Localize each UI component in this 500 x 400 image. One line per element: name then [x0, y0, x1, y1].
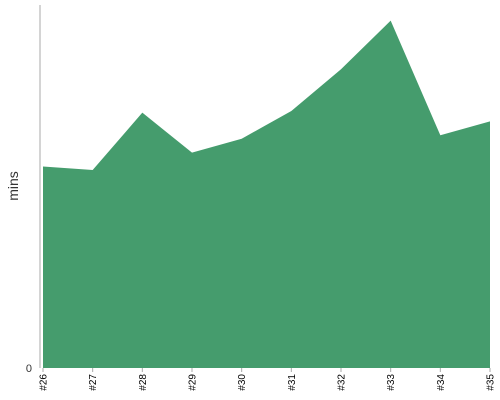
x-tick-label: #27 [88, 374, 99, 391]
x-tick-label: #29 [188, 374, 199, 391]
x-tick-label: #35 [486, 374, 497, 391]
x-tick-label: #33 [386, 374, 397, 391]
y-axis-title: mins [5, 171, 21, 201]
x-tick-label: #32 [337, 374, 348, 391]
x-tick-label: #34 [436, 374, 447, 391]
x-tick-label: #26 [39, 374, 50, 391]
y-axis-ticks: 0 [26, 363, 32, 375]
x-axis-ticks: #26 #27 #28 #29 #30 #31 #32 #33 #34 #35 [39, 368, 497, 391]
x-tick-label: #31 [287, 374, 298, 391]
x-tick-label: #30 [237, 374, 248, 391]
x-tick-label: #28 [138, 374, 149, 391]
plot-area [43, 20, 490, 368]
area-series [43, 20, 490, 368]
y-tick-label: 0 [26, 363, 32, 375]
axes: mins [5, 5, 41, 368]
